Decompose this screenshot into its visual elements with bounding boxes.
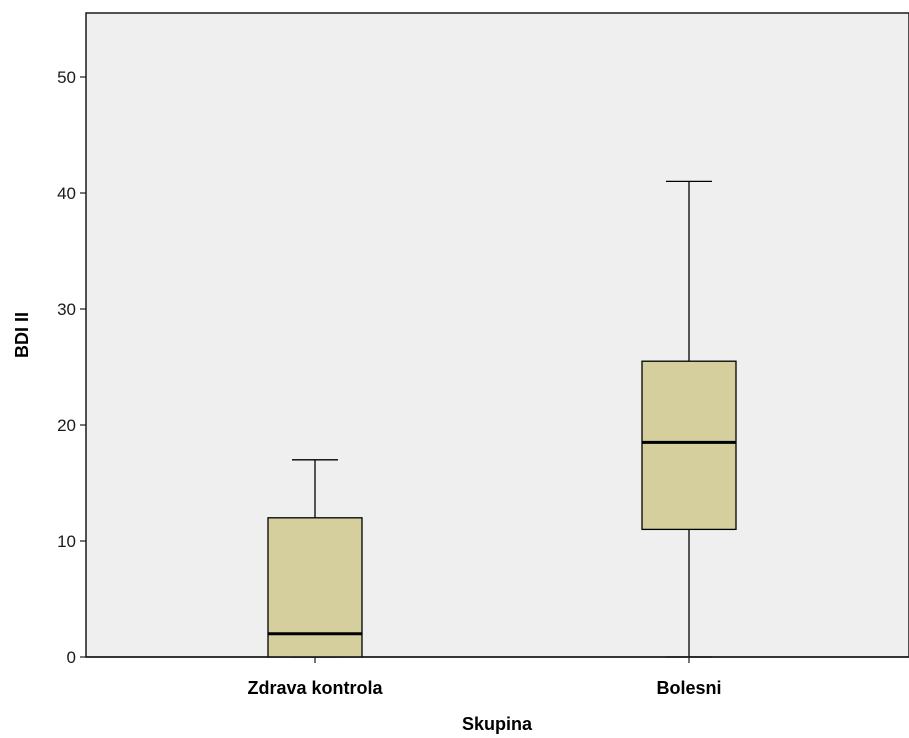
- x-axis-title: Skupina: [462, 714, 533, 734]
- y-tick-label: 40: [57, 184, 76, 203]
- y-tick-label: 30: [57, 300, 76, 319]
- y-tick-label: 0: [67, 648, 76, 667]
- x-axis: Zdrava kontrola Bolesni: [86, 656, 909, 698]
- y-axis-title: BDI II: [12, 312, 32, 358]
- plot-area: [85, 12, 909, 658]
- box-zdrava-kontrola: [267, 459, 363, 658]
- iqr-box: [267, 517, 363, 658]
- y-tick-label: 50: [57, 68, 76, 87]
- iqr-box: [641, 360, 737, 531]
- y-tick-label: 10: [57, 532, 76, 551]
- x-tick-label: Zdrava kontrola: [247, 678, 383, 698]
- box-bolesni: [641, 180, 737, 658]
- box-plots: [267, 180, 737, 658]
- x-tick-label: Bolesni: [656, 678, 721, 698]
- y-tick-label: 20: [57, 416, 76, 435]
- y-axis: 0 10 20 30 40 50: [57, 68, 86, 667]
